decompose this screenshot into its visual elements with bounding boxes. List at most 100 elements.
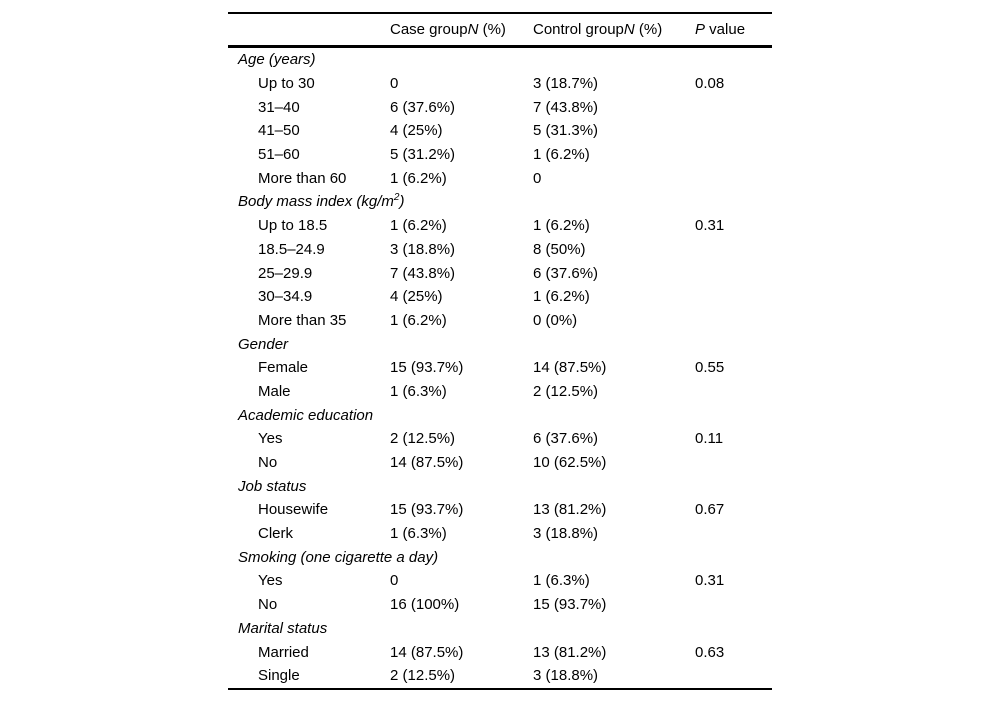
p-value — [695, 309, 772, 333]
demographics-table: Case groupN (%) Control groupN (%) P val… — [228, 12, 772, 690]
data-row: More than 60 1 (6.2%) 0 — [228, 166, 772, 190]
table-header: Case groupN (%) Control groupN (%) P val… — [228, 12, 772, 48]
p-value — [695, 522, 772, 546]
case-value: 14 (87.5%) — [390, 643, 464, 661]
row-label: Housewife — [258, 501, 329, 519]
data-row: Clerk 1 (6.3%) 3 (18.8%) — [228, 522, 772, 546]
control-value: 3 (18.8%) — [533, 667, 599, 685]
row-label: No — [258, 454, 278, 472]
row-label: Yes — [258, 430, 283, 448]
case-value: 4 (25%) — [390, 122, 443, 140]
row-label: Married — [258, 643, 309, 661]
row-label: 30–34.9 — [258, 288, 313, 306]
header-case-group: Case groupN (%) — [390, 12, 533, 48]
case-value: 1 (6.2%) — [390, 169, 447, 187]
section-label: Body mass index (kg/m2) — [238, 192, 405, 211]
row-label: Up to 18.5 — [258, 217, 328, 235]
header-p-value: P value — [695, 12, 772, 48]
control-value: 8 (50%) — [533, 240, 586, 258]
case-value: 14 (87.5%) — [390, 454, 464, 472]
row-label: More than 35 — [258, 311, 347, 329]
p-value: 0.55 — [695, 359, 725, 377]
data-row: Housewife 15 (93.7%) 13 (81.2%) 0.67 — [228, 498, 772, 522]
control-value: 6 (37.6%) — [533, 264, 599, 282]
case-value: 15 (93.7%) — [390, 501, 464, 519]
header-p-italic: P — [695, 21, 706, 38]
p-value: 0.67 — [695, 501, 725, 519]
row-label: No — [258, 596, 278, 614]
row-label: 51–60 — [258, 146, 300, 164]
section-label: Academic education — [238, 406, 374, 424]
case-value: 2 (12.5%) — [390, 667, 456, 685]
header-control-group: Control groupN (%) — [533, 12, 695, 48]
case-value: 1 (6.3%) — [390, 382, 447, 400]
data-row: No 14 (87.5%) 10 (62.5%) — [228, 451, 772, 475]
header-p-text: value — [705, 21, 746, 38]
row-label: Clerk — [258, 525, 294, 543]
case-value: 0 — [390, 572, 399, 590]
row-label: 41–50 — [258, 122, 300, 140]
p-value — [695, 593, 772, 617]
p-value — [695, 261, 772, 285]
data-row: Female 15 (93.7%) 14 (87.5%) 0.55 — [228, 356, 772, 380]
data-row: 41–50 4 (25%) 5 (31.3%) — [228, 119, 772, 143]
section-label: Smoking (one cigarette a day) — [238, 548, 439, 566]
p-value: 0.31 — [695, 572, 725, 590]
header-control-text: Control group — [533, 21, 624, 38]
case-value: 5 (31.2%) — [390, 146, 456, 164]
section-label: Marital status — [238, 619, 328, 637]
data-row: 31–40 6 (37.6%) 7 (43.8%) — [228, 95, 772, 119]
case-value: 1 (6.2%) — [390, 217, 447, 235]
control-value: 6 (37.6%) — [533, 430, 599, 448]
data-row: No 16 (100%) 15 (93.7%) — [228, 593, 772, 617]
row-label: Single — [258, 667, 300, 685]
control-value: 3 (18.7%) — [533, 75, 599, 93]
data-row: Yes 2 (12.5%) 6 (37.6%) 0.11 — [228, 427, 772, 451]
data-row: More than 35 1 (6.2%) 0 (0%) — [228, 309, 772, 333]
section-row: Age (years) — [228, 47, 772, 72]
header-control-pct: (%) — [634, 21, 663, 38]
control-value: 0 (0%) — [533, 311, 578, 329]
control-value: 1 (6.2%) — [533, 217, 590, 235]
row-label: Up to 30 — [258, 75, 315, 93]
header-empty-cell — [228, 12, 390, 48]
header-case-n: N — [467, 21, 479, 38]
case-value: 1 (6.2%) — [390, 311, 447, 329]
section-row: Body mass index (kg/m2) — [228, 190, 772, 214]
header-case-text: Case group — [390, 21, 468, 38]
data-row: 18.5–24.9 3 (18.8%) 8 (50%) — [228, 238, 772, 262]
section-row: Job status — [228, 474, 772, 498]
section-label: Gender — [238, 335, 289, 353]
row-label: More than 60 — [258, 169, 347, 187]
row-label: Male — [258, 382, 291, 400]
control-value: 15 (93.7%) — [533, 596, 607, 614]
control-value: 14 (87.5%) — [533, 359, 607, 377]
p-value — [695, 166, 772, 190]
header-control-n: N — [623, 21, 635, 38]
data-row: Male 1 (6.3%) 2 (12.5%) — [228, 380, 772, 404]
p-value: 0.08 — [695, 75, 725, 93]
data-row: Yes 0 1 (6.3%) 0.31 — [228, 569, 772, 593]
p-value — [695, 238, 772, 262]
p-value — [695, 95, 772, 119]
case-value: 16 (100%) — [390, 596, 460, 614]
p-value — [695, 451, 772, 475]
control-value: 13 (81.2%) — [533, 501, 607, 519]
case-value: 6 (37.6%) — [390, 98, 456, 116]
header-case-pct: (%) — [478, 21, 506, 38]
p-value: 0.11 — [695, 430, 724, 448]
control-value: 13 (81.2%) — [533, 643, 607, 661]
row-label: 18.5–24.9 — [258, 240, 325, 258]
data-row: Married 14 (87.5%) 13 (81.2%) 0.63 — [228, 640, 772, 664]
case-value: 2 (12.5%) — [390, 430, 456, 448]
section-row: Smoking (one cigarette a day) — [228, 545, 772, 569]
p-value — [695, 143, 772, 167]
row-label: 31–40 — [258, 98, 300, 116]
data-row: 25–29.9 7 (43.8%) 6 (37.6%) — [228, 261, 772, 285]
table-body: Age (years) Up to 30 0 3 (18.7%) 0.08 31–40 6 … — [228, 47, 772, 689]
p-value: 0.63 — [695, 643, 725, 661]
case-value: 1 (6.3%) — [390, 525, 447, 543]
p-value: 0.31 — [695, 217, 725, 235]
page: Case groupN (%) Control groupN (%) P val… — [228, 12, 772, 690]
data-row: Up to 30 0 3 (18.7%) 0.08 — [228, 72, 772, 96]
